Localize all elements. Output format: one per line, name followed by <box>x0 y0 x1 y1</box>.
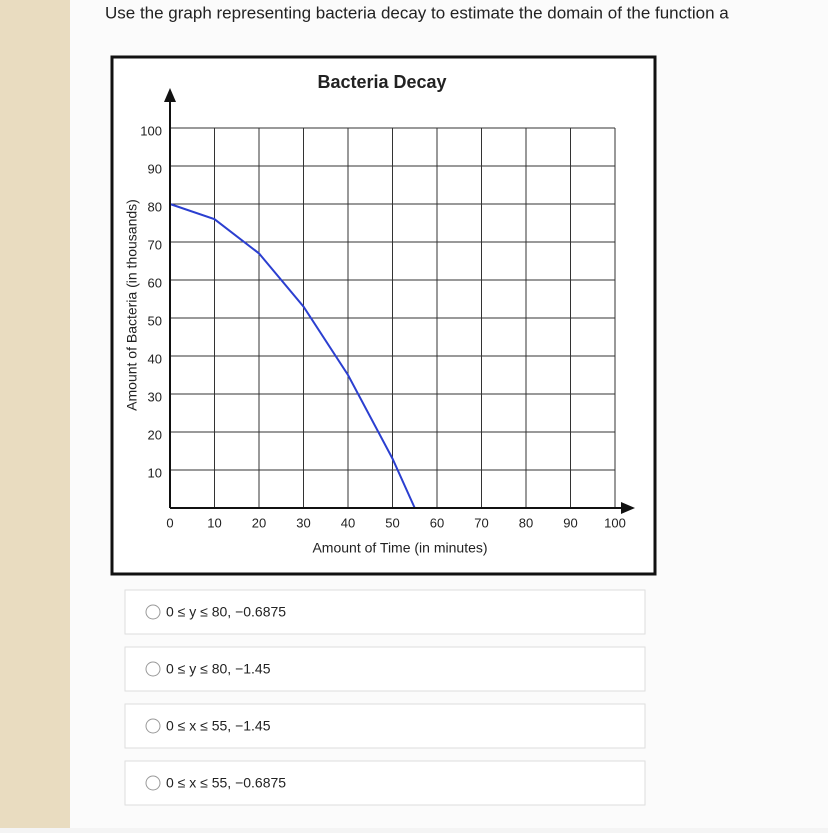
y-tick-label: 20 <box>148 427 162 442</box>
y-tick-label: 80 <box>148 199 162 214</box>
left-edge <box>0 0 70 828</box>
y-tick-label: 40 <box>148 351 162 366</box>
y-tick-label: 60 <box>148 275 162 290</box>
y-tick-label: 30 <box>148 389 162 404</box>
option-box[interactable] <box>124 589 646 635</box>
chart-frame <box>110 55 657 576</box>
y-axis-label: Amount of Bacteria (in thousands) <box>124 199 140 411</box>
x-tick-label: 0 <box>166 515 173 530</box>
x-tick-label: 20 <box>252 515 266 530</box>
options: 0 ≤ y ≤ 80, −0.6875 0 ≤ y ≤ 80, −1.45 0 ≤ … <box>124 589 646 806</box>
x-arrow <box>621 502 635 514</box>
option-box[interactable] <box>124 760 646 806</box>
radio-button[interactable] <box>145 604 161 620</box>
x-tick-label: 90 <box>563 515 577 530</box>
x-tick-label: 100 <box>604 515 626 530</box>
x-tick-label: 60 <box>430 515 444 530</box>
option-box[interactable] <box>124 646 646 692</box>
option-box[interactable] <box>124 703 646 749</box>
y-arrow <box>164 88 176 102</box>
y-tick-label: 10 <box>148 465 162 480</box>
option-label[interactable]: 0 ≤ y ≤ 80, −0.6875 <box>166 604 286 620</box>
y-tick-label: 70 <box>148 237 162 252</box>
radio-button[interactable] <box>145 775 161 791</box>
x-axis-label: Amount of Time (in minutes) <box>312 540 487 556</box>
option-label[interactable]: 0 ≤ x ≤ 55, −1.45 <box>166 718 271 734</box>
x-tick-label: 10 <box>207 515 221 530</box>
y-tick-label: 50 <box>148 313 162 328</box>
x-tick-label: 40 <box>341 515 355 530</box>
data-line <box>169 203 416 509</box>
option-label[interactable]: 0 ≤ x ≤ 55, −0.6875 <box>166 775 286 791</box>
option-label[interactable]: 0 ≤ y ≤ 80, −1.45 <box>166 661 271 677</box>
x-tick-label: 50 <box>385 515 399 530</box>
chart-title: Bacteria Decay <box>317 72 446 92</box>
radio-button[interactable] <box>145 661 161 677</box>
x-tick-label: 30 <box>296 515 310 530</box>
x-tick-label: 70 <box>474 515 488 530</box>
x-tick-label: 80 <box>519 515 533 530</box>
question: Use the graph representing bacteria deca… <box>105 3 729 22</box>
y-tick-label: 100 <box>140 123 162 138</box>
radio-button[interactable] <box>145 718 161 734</box>
plot: 0 10 20 30 40 50 60 70 80 90 100 10 20 30 40 50 60 70 80 90… <box>140 123 626 530</box>
y-tick-label: 90 <box>148 161 162 176</box>
